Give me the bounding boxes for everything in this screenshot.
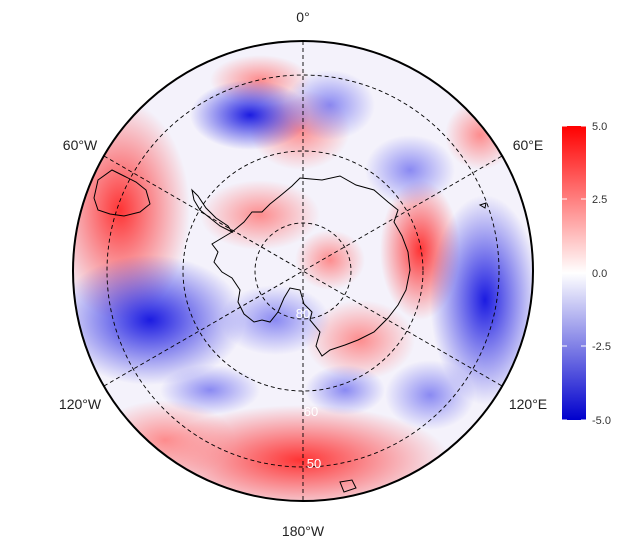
lat-label-50: 50 <box>307 456 321 471</box>
sub-antarctic-island <box>478 202 487 209</box>
antarctic-peninsula <box>191 188 234 234</box>
map-border <box>72 40 534 502</box>
colorbar-tick-label: 0.0 <box>592 268 607 280</box>
colorbar-tick-label: -2.5 <box>592 341 611 353</box>
colorbar-tick-label: 2.5 <box>592 194 607 206</box>
lon-label-120w: 120°W <box>59 396 102 412</box>
lon-label-60e: 60°E <box>513 137 544 153</box>
anomaly-field <box>73 41 533 501</box>
lon-label-120e: 120°E <box>509 396 547 412</box>
lon-label-0: 0° <box>296 9 309 25</box>
antarctica-coastline <box>211 175 411 357</box>
colorbar-tick-label: 5.0 <box>592 121 607 133</box>
sub-antarctic-island <box>339 479 357 493</box>
lon-label-180w: 180°W <box>282 523 325 539</box>
colorbar-tick-marks <box>562 125 586 421</box>
lon-label-60w: 60°W <box>63 137 98 153</box>
colorbar-tick-label: -5.0 <box>592 415 611 427</box>
coastlines <box>93 169 487 493</box>
colorbar: 5.0 2.5 0.0 -2.5 -5.0 <box>562 121 611 427</box>
lat-label-80: 80 <box>296 306 310 321</box>
south-america-coast <box>93 169 151 217</box>
graticule <box>103 41 503 501</box>
lat-label-60: 60 <box>304 404 318 419</box>
